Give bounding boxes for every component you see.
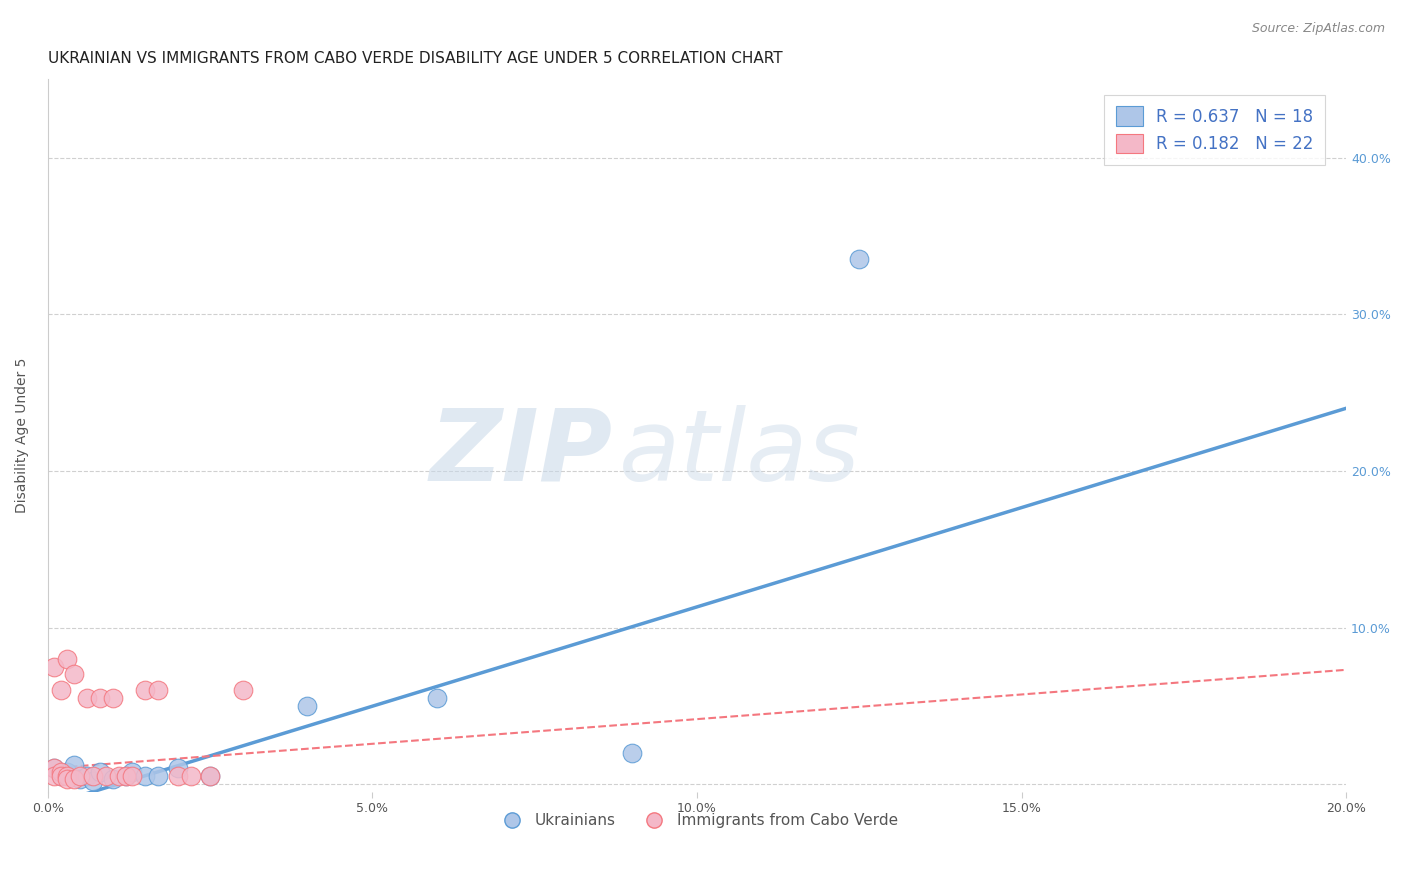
Point <box>231 683 253 698</box>
Text: ZIP: ZIP <box>430 405 613 502</box>
Point <box>49 769 72 783</box>
Point <box>62 772 84 787</box>
Point <box>76 690 98 705</box>
Point <box>146 769 169 783</box>
Point <box>76 769 98 783</box>
Point <box>44 659 66 673</box>
Point <box>82 769 104 783</box>
Point <box>101 690 124 705</box>
Point <box>101 772 124 787</box>
Point <box>56 772 79 787</box>
Point <box>44 762 66 776</box>
Point <box>96 769 118 783</box>
Point <box>108 769 131 783</box>
Point <box>134 683 156 698</box>
Point <box>198 769 221 783</box>
Text: atlas: atlas <box>619 405 860 502</box>
Point <box>166 769 188 783</box>
Legend: Ukrainians, Immigrants from Cabo Verde: Ukrainians, Immigrants from Cabo Verde <box>491 807 904 834</box>
Point <box>62 667 84 681</box>
Point <box>49 769 72 783</box>
Point <box>44 769 66 783</box>
Point <box>69 772 91 787</box>
Point <box>89 690 111 705</box>
Point <box>114 769 136 783</box>
Text: Source: ZipAtlas.com: Source: ZipAtlas.com <box>1251 22 1385 36</box>
Point <box>621 746 644 760</box>
Point <box>426 690 449 705</box>
Y-axis label: Disability Age Under 5: Disability Age Under 5 <box>15 358 30 513</box>
Point <box>134 769 156 783</box>
Point <box>848 252 870 267</box>
Text: UKRAINIAN VS IMMIGRANTS FROM CABO VERDE DISABILITY AGE UNDER 5 CORRELATION CHART: UKRAINIAN VS IMMIGRANTS FROM CABO VERDE … <box>48 51 782 66</box>
Point <box>82 774 104 789</box>
Point <box>146 683 169 698</box>
Point <box>297 698 319 713</box>
Point <box>49 683 72 698</box>
Point <box>56 652 79 666</box>
Point <box>114 769 136 783</box>
Point <box>121 764 143 779</box>
Point <box>89 764 111 779</box>
Point <box>44 762 66 776</box>
Point <box>180 769 202 783</box>
Point <box>49 764 72 779</box>
Point <box>198 769 221 783</box>
Point <box>56 764 79 779</box>
Point <box>166 762 188 776</box>
Point <box>69 769 91 783</box>
Point <box>121 769 143 783</box>
Point <box>62 758 84 772</box>
Point <box>56 769 79 783</box>
